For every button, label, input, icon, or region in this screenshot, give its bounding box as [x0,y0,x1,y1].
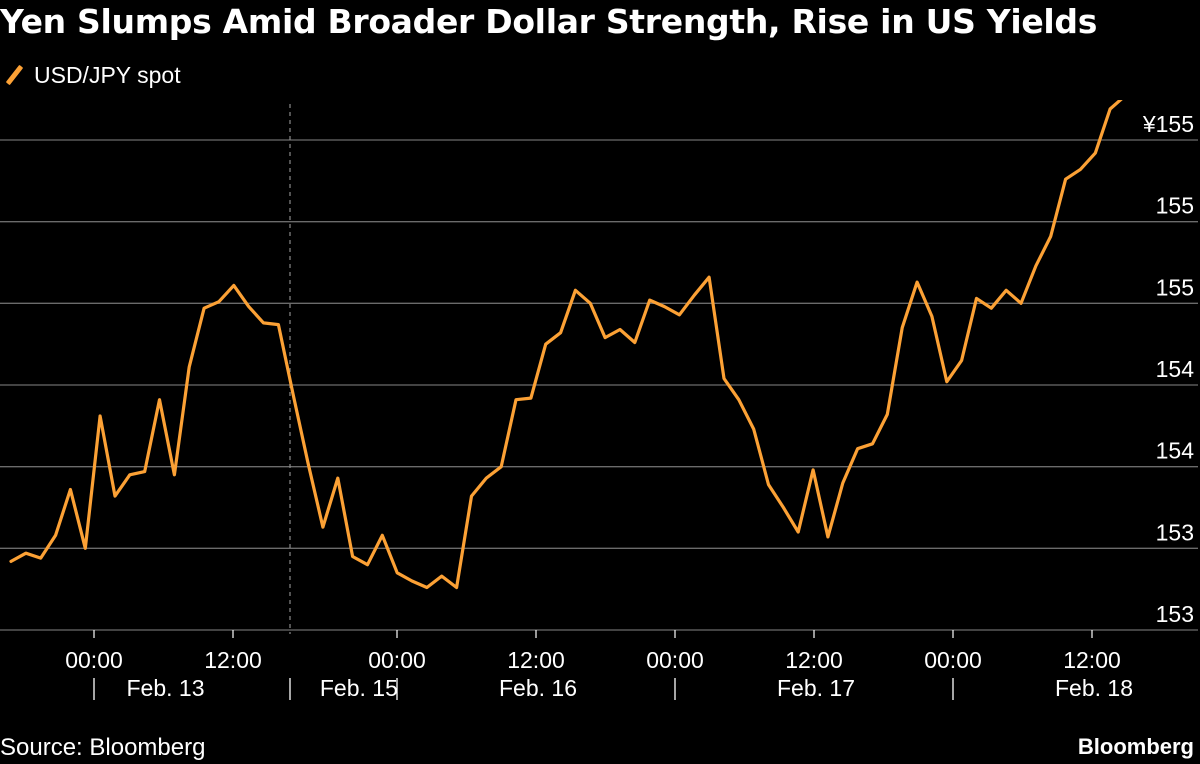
grid-layer [0,104,1198,634]
x-day-label: Feb. 16 [499,675,577,701]
y-tick-label: 154 [1156,438,1195,464]
source-note: Source: Bloomberg [0,734,206,761]
x-tick-label: 00:00 [924,647,982,673]
series-line-usdjpy [9,100,1123,590]
x-tick-label: 12:00 [507,647,565,673]
x-tick-label: 00:00 [368,647,426,673]
y-tick-label: 155 [1156,193,1194,219]
x-tick-label: 00:00 [65,647,123,673]
x-tick-label: 00:00 [646,647,704,673]
legend-label: USD/JPY spot [34,61,181,88]
legend: USD/JPY spot [4,60,181,90]
x-day-label: Feb. 13 [127,675,205,701]
chart-canvas: 153 153 154 154 155 155 ¥155 00:00 12:00 00:00 12:… [0,100,1198,701]
x-tick-label: 12:00 [785,647,843,673]
brand-logo: Bloomberg [1077,734,1194,759]
chart-title: Yen Slumps Amid Broader Dollar Strength,… [0,2,1098,41]
y-tick-label: 153 [1156,601,1194,627]
x-day-label: Feb. 17 [777,675,855,701]
x-day-label: Feb. 15 [320,675,398,701]
series-layer [9,100,1123,590]
axis-layer: 153 153 154 154 155 155 ¥155 00:00 12:00 00:00 12:… [65,111,1194,701]
x-day-label: Feb. 18 [1055,675,1133,701]
x-tick-label: 12:00 [204,647,262,673]
y-tick-label: 155 [1156,274,1194,300]
y-tick-label: 154 [1156,356,1195,382]
x-tick-label: 12:00 [1063,647,1121,673]
y-tick-label: 153 [1156,519,1194,545]
legend-swatch-icon [4,63,24,87]
y-tick-label: ¥155 [1142,111,1194,137]
